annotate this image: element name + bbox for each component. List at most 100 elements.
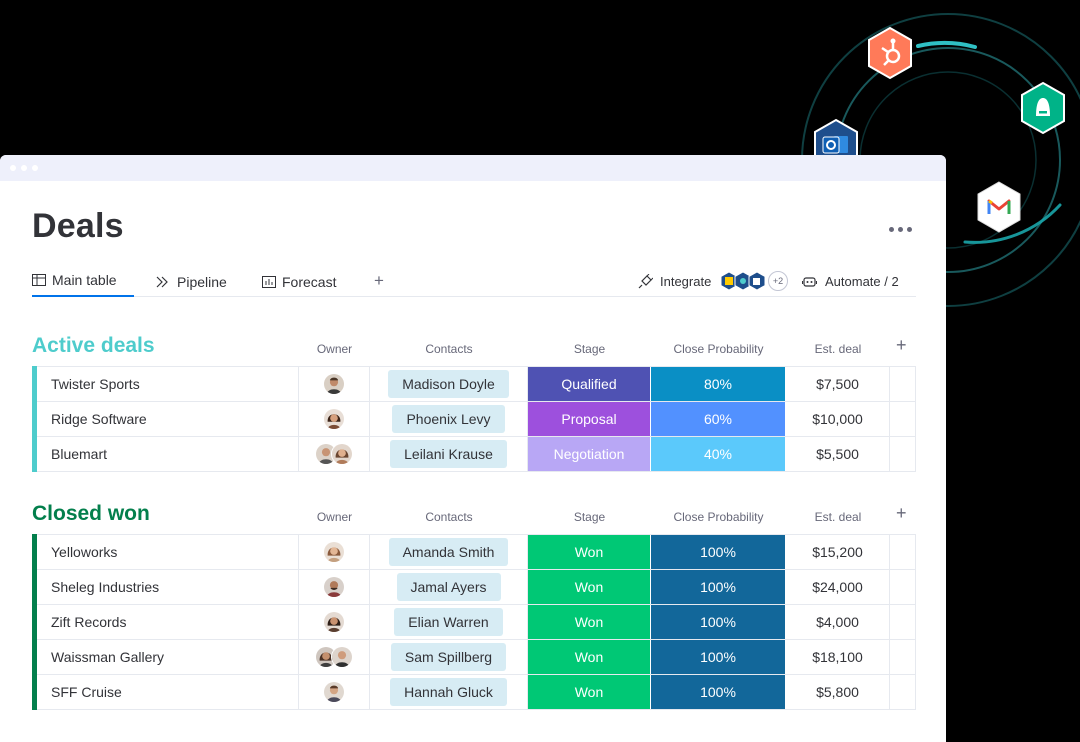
probability-status[interactable]: 100% — [651, 675, 786, 709]
column-header-owner[interactable]: Owner — [316, 342, 353, 356]
group-title[interactable]: Closed won — [32, 502, 150, 525]
table-row[interactable]: Zift Records Elian Warren Won 100% $4,00… — [32, 604, 916, 640]
stage-status[interactable]: Won — [528, 640, 651, 674]
column-header-stage[interactable]: Stage — [573, 510, 606, 524]
deal-value[interactable]: $7,500 — [786, 367, 890, 401]
owner-cell[interactable] — [299, 367, 370, 401]
probability-status[interactable]: 60% — [651, 402, 786, 436]
stage-status[interactable]: Won — [528, 535, 651, 569]
add-column-button[interactable]: + — [896, 335, 907, 355]
deal-name[interactable]: Bluemart — [37, 437, 299, 471]
empty-cell — [890, 402, 916, 436]
deal-name[interactable]: Sheleg Industries — [37, 570, 299, 604]
window-dot[interactable] — [10, 165, 16, 171]
add-column-button[interactable]: + — [896, 503, 907, 523]
contact-cell[interactable]: Hannah Gluck — [370, 675, 528, 709]
owner-cell[interactable] — [299, 535, 370, 569]
stage-status[interactable]: Won — [528, 605, 651, 639]
deal-value[interactable]: $15,200 — [786, 535, 890, 569]
table-row[interactable]: Sheleg Industries Jamal Ayers Won 100% $… — [32, 569, 916, 605]
deal-name[interactable]: Waissman Gallery — [37, 640, 299, 674]
empty-cell — [890, 640, 916, 674]
deal-name[interactable]: Zift Records — [37, 605, 299, 639]
contact-cell[interactable]: Sam Spillberg — [370, 640, 528, 674]
tab-pipeline[interactable]: Pipeline — [156, 267, 227, 296]
table-row[interactable]: Yelloworks Amanda Smith Won 100% $15,200 — [32, 534, 916, 570]
table-row[interactable]: Twister Sports Madison Doyle Qualified 8… — [32, 366, 916, 402]
deal-value[interactable]: $4,000 — [786, 605, 890, 639]
stage-status[interactable]: Won — [528, 675, 651, 709]
deal-value[interactable]: $5,500 — [786, 437, 890, 471]
owner-cell[interactable] — [299, 437, 370, 471]
view-tabs: Main table Pipeline Forecast + Integrate… — [32, 267, 916, 297]
outlook-mini-icon — [748, 271, 766, 291]
stage-status[interactable]: Won — [528, 570, 651, 604]
table-row[interactable]: SFF Cruise Hannah Gluck Won 100% $5,800 — [32, 674, 916, 710]
contact-chip[interactable]: Leilani Krause — [390, 440, 507, 468]
more-options-button[interactable] — [886, 219, 914, 239]
owner-cell[interactable] — [299, 570, 370, 604]
contact-cell[interactable]: Jamal Ayers — [370, 570, 528, 604]
deal-value[interactable]: $10,000 — [786, 402, 890, 436]
automate-button[interactable]: Automate / 2 — [802, 267, 899, 295]
probability-status[interactable]: 80% — [651, 367, 786, 401]
owner-cell[interactable] — [299, 675, 370, 709]
column-header-deal[interactable]: Est. deal — [814, 342, 862, 356]
window-dot[interactable] — [32, 165, 38, 171]
window-dot[interactable] — [21, 165, 27, 171]
deal-name[interactable]: Yelloworks — [37, 535, 299, 569]
owner-cell[interactable] — [299, 402, 370, 436]
stage-status[interactable]: Proposal — [528, 402, 651, 436]
probability-status[interactable]: 100% — [651, 640, 786, 674]
column-header-owner[interactable]: Owner — [316, 510, 353, 524]
probability-status[interactable]: 100% — [651, 570, 786, 604]
deal-name[interactable]: SFF Cruise — [37, 675, 299, 709]
contact-chip[interactable]: Amanda Smith — [388, 538, 509, 566]
contact-cell[interactable]: Amanda Smith — [370, 535, 528, 569]
empty-cell — [890, 367, 916, 401]
column-header-stage[interactable]: Stage — [573, 342, 606, 356]
deal-name[interactable]: Twister Sports — [37, 367, 299, 401]
deal-value[interactable]: $18,100 — [786, 640, 890, 674]
empty-cell — [890, 437, 916, 471]
group-closed-won: Closed won Owner Contacts Stage Close Pr… — [32, 498, 916, 710]
probability-status[interactable]: 100% — [651, 535, 786, 569]
tab-forecast[interactable]: Forecast — [262, 267, 336, 296]
contact-chip[interactable]: Jamal Ayers — [396, 573, 501, 601]
integrate-button[interactable]: Integrate — [638, 267, 711, 295]
automate-label: Automate / 2 — [825, 273, 899, 289]
integration-avatars[interactable]: +2 — [720, 270, 788, 292]
pipeline-icon — [156, 276, 168, 287]
column-header-probability[interactable]: Close Probability — [673, 342, 764, 356]
contact-chip[interactable]: Hannah Gluck — [390, 678, 507, 706]
deal-value[interactable]: $5,800 — [786, 675, 890, 709]
contact-cell[interactable]: Elian Warren — [370, 605, 528, 639]
owner-cell[interactable] — [299, 605, 370, 639]
gmail-icon — [975, 180, 1023, 234]
group-title[interactable]: Active deals — [32, 334, 155, 357]
contact-cell[interactable]: Phoenix Levy — [370, 402, 528, 436]
deal-name[interactable]: Ridge Software — [37, 402, 299, 436]
contact-chip[interactable]: Elian Warren — [394, 608, 503, 636]
contact-cell[interactable]: Madison Doyle — [370, 367, 528, 401]
table-row[interactable]: Bluemart Leilani Krause Negotiation 40% … — [32, 436, 916, 472]
table-row[interactable]: Ridge Software Phoenix Levy Proposal 60%… — [32, 401, 916, 437]
deal-value[interactable]: $24,000 — [786, 570, 890, 604]
column-header-probability[interactable]: Close Probability — [673, 510, 764, 524]
probability-status[interactable]: 40% — [651, 437, 786, 471]
stage-status[interactable]: Negotiation — [528, 437, 651, 471]
tab-main-table[interactable]: Main table — [32, 267, 134, 297]
contact-cell[interactable]: Leilani Krause — [370, 437, 528, 471]
contact-chip[interactable]: Madison Doyle — [388, 370, 509, 398]
column-header-deal[interactable]: Est. deal — [814, 510, 862, 524]
contact-chip[interactable]: Phoenix Levy — [392, 405, 505, 433]
table-row[interactable]: Waissman Gallery Sam Spillberg Won 100% … — [32, 639, 916, 675]
column-header-contacts[interactable]: Contacts — [425, 510, 473, 524]
probability-status[interactable]: 100% — [651, 605, 786, 639]
add-view-button[interactable]: + — [374, 271, 384, 290]
stage-status[interactable]: Qualified — [528, 367, 651, 401]
window-titlebar — [0, 155, 946, 181]
column-header-contacts[interactable]: Contacts — [425, 342, 473, 356]
contact-chip[interactable]: Sam Spillberg — [390, 643, 507, 671]
owner-cell[interactable] — [299, 640, 370, 674]
